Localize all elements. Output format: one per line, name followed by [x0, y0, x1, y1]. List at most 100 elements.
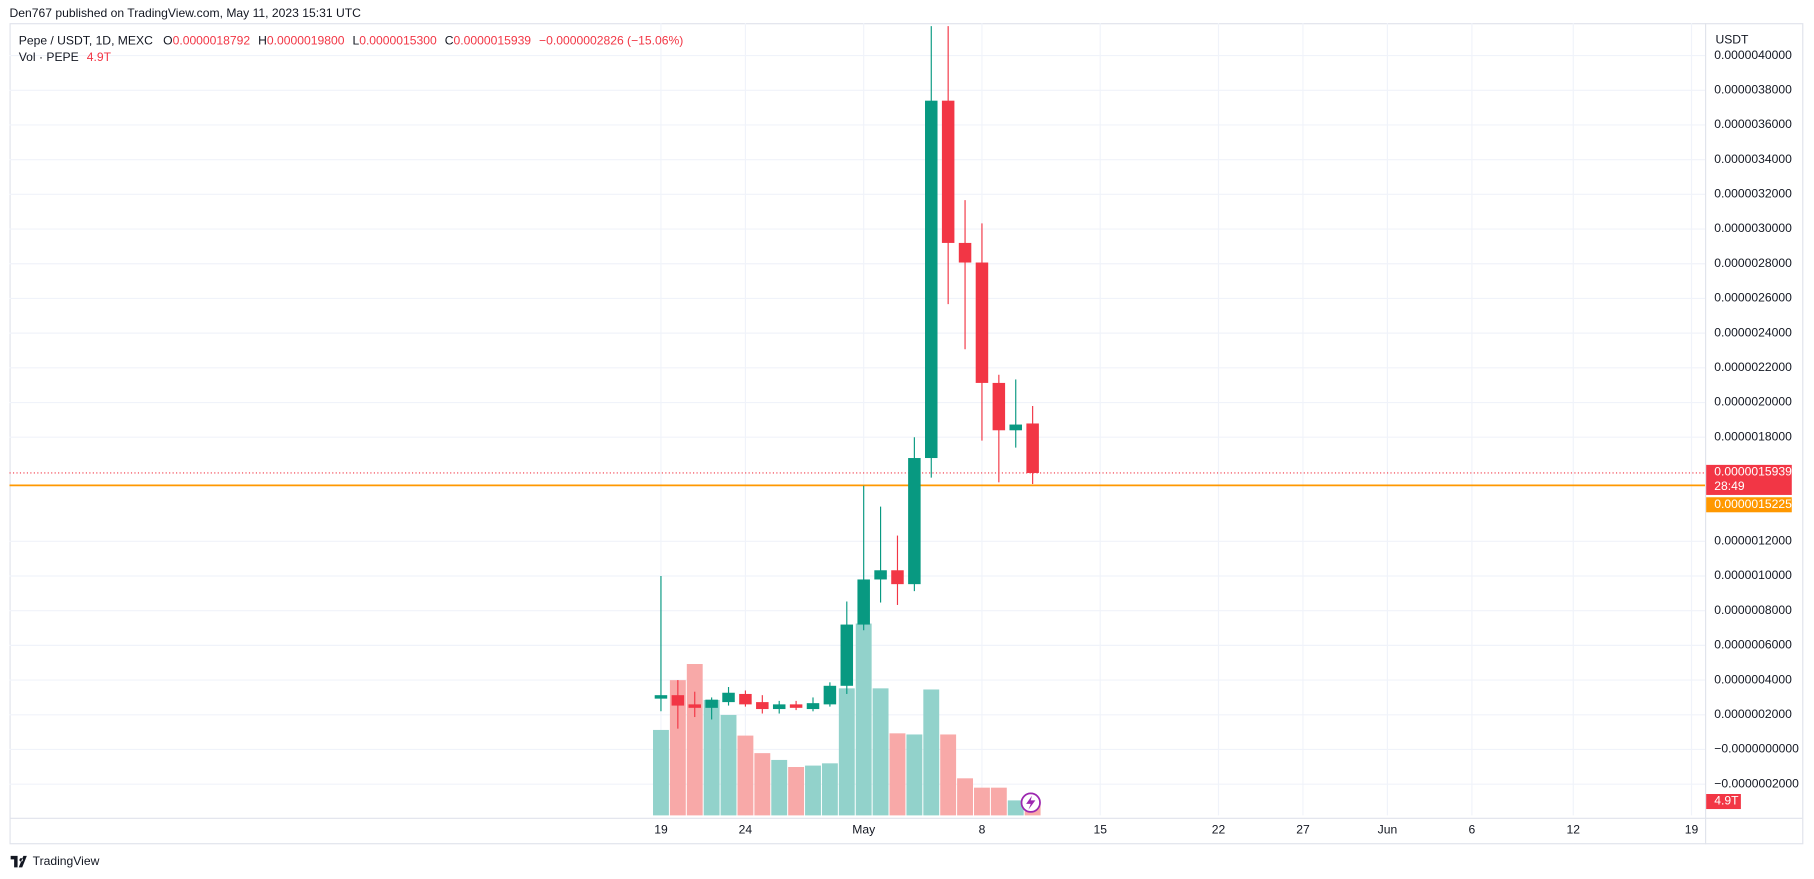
ohlc-key: H [258, 34, 267, 48]
y-tick-label: 0.0000008000 [1714, 603, 1792, 617]
candle-body [654, 695, 668, 699]
replay-icon [1020, 792, 1041, 813]
price-label: 0.0000015939 [1714, 465, 1792, 479]
x-tick-label: 12 [1567, 823, 1581, 837]
candle-body [1026, 423, 1039, 473]
candle-body [857, 579, 870, 625]
volume-bar [855, 623, 872, 816]
candle-body [874, 570, 887, 580]
y-tick-label: 0.0000040000 [1714, 48, 1792, 62]
candle-body [722, 692, 735, 703]
volume-bar [957, 778, 973, 816]
footer-brand: TradingView [33, 854, 100, 868]
candle-body [1009, 424, 1022, 431]
legend-ohlc: Pepe / USDT, 1D, MEXC O0.0000018792 H0.0… [19, 34, 684, 48]
volume-axis-label: 4.9T [1714, 794, 1739, 808]
candle-body [840, 624, 854, 686]
volume-value: 4.9T [87, 50, 112, 64]
axes: 19 24 May 8 15 22 27 Jun 6 12 19 0.0000040000 0.0000… [654, 48, 1799, 837]
y-tick-label: 0.0000032000 [1714, 187, 1792, 201]
volume-bar [940, 734, 957, 816]
y-tick-label: 0.0000022000 [1714, 360, 1792, 374]
change: −0.0000002826 (−15.06%) [539, 34, 683, 48]
y-tick-label: 0.0000036000 [1714, 117, 1792, 131]
volume-bar [771, 759, 788, 816]
x-tick-label: 27 [1296, 823, 1310, 837]
volume-name: Vol · PEPE [19, 50, 79, 64]
candle-body [958, 242, 972, 263]
logo [10, 855, 27, 868]
y-tick-label: 0.0000020000 [1714, 395, 1792, 409]
ohlc-value: 0.0000015939 [454, 34, 532, 48]
candle-body [688, 704, 701, 708]
x-tick-label: May [852, 823, 876, 837]
volume-label-box [1706, 794, 1741, 810]
x-tick-label: Jun [1378, 823, 1398, 837]
candles [654, 26, 1039, 729]
x-tick-label: 6 [1469, 823, 1476, 837]
publisher: Den767 published on TradingView.com, May… [9, 6, 361, 20]
candle-body [756, 702, 769, 710]
price-label-box [1706, 497, 1792, 513]
candle-body [739, 693, 752, 705]
candle-body [772, 704, 786, 710]
legend-volume: Vol · PEPE 4.9T [19, 50, 112, 64]
y-tick-label: 0.0000026000 [1714, 291, 1792, 305]
x-tick-label: 15 [1093, 823, 1107, 837]
candle-body [705, 699, 718, 708]
x-tick-label: 8 [979, 823, 986, 837]
price-label: 0.0000015225 [1714, 497, 1792, 511]
volume-bar [974, 787, 990, 816]
volume-bar [669, 680, 686, 816]
volume-bar [754, 753, 771, 816]
volume-bar [686, 664, 703, 816]
x-tick-label: 19 [654, 823, 668, 837]
y-axis-title: USDT [1715, 33, 1749, 47]
volume-bar [1007, 800, 1024, 816]
volume-bar [838, 688, 855, 816]
ohlc-key: L [352, 34, 359, 48]
y-tick-label: −0.0000000000 [1714, 742, 1799, 756]
candle-body [925, 100, 938, 459]
y-tick-label: 0.0000034000 [1714, 152, 1792, 166]
volume-bar [923, 689, 940, 816]
volume-bar [872, 688, 889, 816]
y-tick-label: 0.0000004000 [1714, 672, 1792, 686]
y-tick-label: 0.0000006000 [1714, 638, 1792, 652]
y-tick-label: 0.0000030000 [1714, 221, 1792, 235]
y-tick-label: 0.0000012000 [1714, 534, 1792, 548]
volume-bar [720, 714, 737, 816]
ohlc-key: O [163, 34, 172, 48]
y-tick-label: 0.0000028000 [1714, 256, 1792, 270]
candle-body [975, 262, 989, 383]
candle-body [823, 685, 837, 705]
price-lines [9, 472, 1706, 487]
price-label-box [1706, 464, 1792, 495]
y-tick-label: 0.0000038000 [1714, 82, 1792, 96]
candle-body [671, 695, 685, 706]
ohlc-value: 0.0000018792 [173, 34, 251, 48]
x-tick-label: 24 [739, 823, 753, 837]
grid [9, 23, 1706, 816]
y-tick-label: 0.0000010000 [1714, 568, 1792, 582]
x-tick-label: 19 [1685, 823, 1699, 837]
volume-bar [653, 729, 669, 816]
candle-body [891, 570, 904, 585]
volume-bar [906, 734, 923, 816]
volume-bar [889, 733, 906, 816]
volume-bar [821, 763, 838, 816]
volume-bar [703, 699, 720, 816]
volume-bar [990, 787, 1007, 816]
frame [9, 23, 1804, 845]
ohlc-value: 0.0000019800 [267, 34, 345, 48]
candle-body [992, 382, 1006, 431]
symbol: Pepe / USDT, 1D, MEXC [19, 34, 153, 48]
x-tick-label: 22 [1212, 823, 1226, 837]
volume-bar [805, 765, 821, 816]
candle-body [806, 703, 820, 710]
volume-bar [737, 735, 754, 816]
ohlc-key: C [445, 34, 454, 48]
y-tick-label: 0.0000018000 [1714, 429, 1792, 443]
